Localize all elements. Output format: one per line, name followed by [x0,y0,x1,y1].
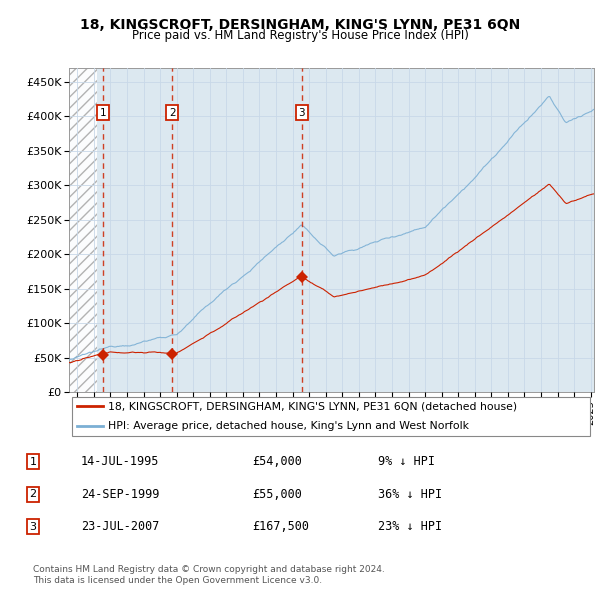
Text: 2: 2 [169,108,175,118]
Text: 9% ↓ HPI: 9% ↓ HPI [378,455,435,468]
Text: 3: 3 [29,522,37,532]
Text: 1: 1 [100,108,106,118]
Text: 2: 2 [29,489,37,499]
Text: £167,500: £167,500 [252,520,309,533]
Text: 18, KINGSCROFT, DERSINGHAM, KING'S LYNN, PE31 6QN (detached house): 18, KINGSCROFT, DERSINGHAM, KING'S LYNN,… [109,401,517,411]
Text: 18, KINGSCROFT, DERSINGHAM, KING'S LYNN, PE31 6QN: 18, KINGSCROFT, DERSINGHAM, KING'S LYNN,… [80,18,520,32]
Text: 23% ↓ HPI: 23% ↓ HPI [378,520,442,533]
Text: 36% ↓ HPI: 36% ↓ HPI [378,487,442,501]
Text: Price paid vs. HM Land Registry's House Price Index (HPI): Price paid vs. HM Land Registry's House … [131,30,469,42]
Text: HPI: Average price, detached house, King's Lynn and West Norfolk: HPI: Average price, detached house, King… [109,421,469,431]
Text: 14-JUL-1995: 14-JUL-1995 [81,455,160,468]
Text: 1: 1 [29,457,37,467]
Text: 23-JUL-2007: 23-JUL-2007 [81,520,160,533]
FancyBboxPatch shape [71,397,590,436]
Bar [69,68,97,392]
Text: 24-SEP-1999: 24-SEP-1999 [81,487,160,501]
Text: £54,000: £54,000 [252,455,302,468]
Text: Contains HM Land Registry data © Crown copyright and database right 2024.
This d: Contains HM Land Registry data © Crown c… [33,565,385,585]
Text: 3: 3 [298,108,305,118]
Text: £55,000: £55,000 [252,487,302,501]
